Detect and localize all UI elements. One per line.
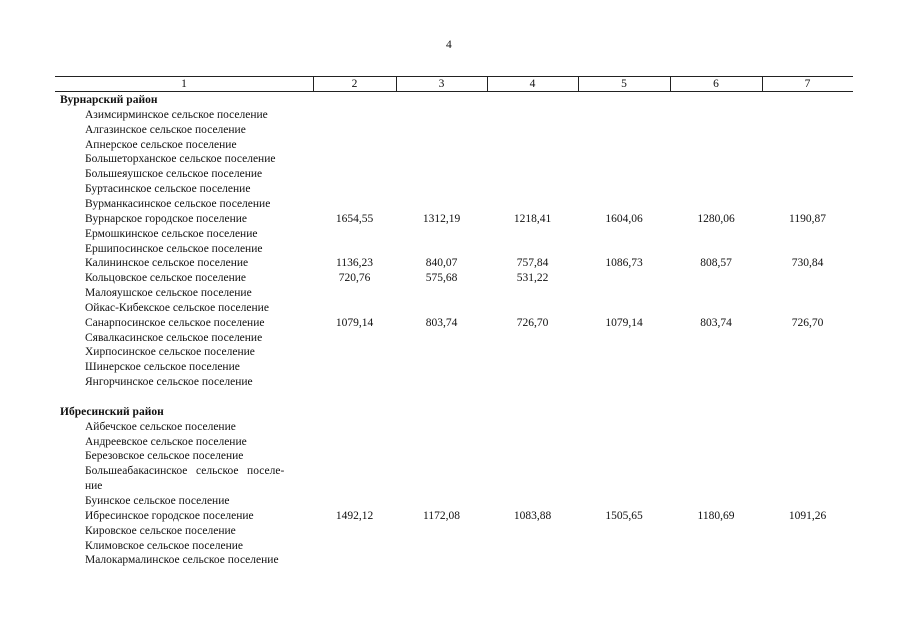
row-name: Апнерское сельское поселение — [85, 138, 237, 151]
row-name: Калининское сельское поселение — [85, 257, 249, 270]
cell-value: 726,70 — [516, 316, 549, 329]
row-name: Алгазинское сельское поселение — [85, 123, 246, 136]
row-name: Азимсирминское сельское поселение — [85, 108, 268, 121]
row-name: Буртасинское сельское поселение — [85, 183, 251, 196]
column-rule — [670, 76, 671, 91]
column-rule — [578, 76, 579, 91]
cell-value: 1190,87 — [789, 212, 826, 225]
row-name: Вурманкасинское сельское поселение — [85, 197, 271, 210]
row-name: Ершипосинское сельское поселение — [85, 242, 263, 255]
row-name: Айбечское сельское поселение — [85, 420, 236, 433]
cell-value: 1086,73 — [605, 257, 643, 270]
row-name: Вурнарское городское поселение — [85, 212, 247, 225]
cell-value: 803,74 — [700, 316, 732, 329]
header-cell: 3 — [438, 78, 445, 90]
header-cell: 4 — [529, 78, 536, 90]
cell-value: 531,22 — [516, 272, 549, 285]
cell-value: 1505,65 — [605, 509, 643, 522]
header-bottom-rule — [55, 91, 853, 92]
row-name: Шинерское сельское поселение — [85, 361, 240, 374]
row-name: Кировское сельское поселение — [85, 524, 236, 537]
cell-value: 1654,55 — [335, 212, 374, 225]
row-name: Санарпосинское сельское поселение — [85, 316, 265, 329]
row-name: Малояушское сельское поселение — [85, 287, 252, 300]
cell-value: 726,70 — [791, 316, 824, 329]
section-title: Ибресинский район — [60, 405, 164, 418]
section-title: Вурнарский район — [60, 94, 158, 106]
header-top-rule — [55, 76, 853, 77]
row-name: Ибресинское городское поселение — [85, 509, 254, 522]
cell-value: 1172,08 — [423, 509, 460, 522]
header-cell: 6 — [713, 78, 719, 90]
row-name: Ойкас-Кибекское сельское поселение — [85, 301, 269, 314]
page-number: 4 — [446, 39, 452, 51]
row-name: Ермошкинское сельское поселение — [85, 227, 258, 240]
header-cell: 5 — [621, 78, 627, 90]
cell-value: 1312,19 — [422, 212, 461, 225]
cell-value: 1492,12 — [335, 509, 374, 522]
row-name: Хирпосинское сельское поселение — [85, 346, 255, 359]
row-name: Климовское сельское поселение — [85, 539, 244, 552]
row-name: ние — [85, 480, 103, 493]
row-name: Буинское сельское поселение — [85, 494, 230, 507]
cell-value: 1280,06 — [697, 212, 735, 225]
row-name: Большеяушское сельское поселение — [85, 168, 263, 181]
cell-value: 1218,41 — [513, 212, 552, 225]
row-name: Сявалкасинское сельское поселение — [85, 331, 263, 344]
cell-value: 1136,23 — [336, 257, 373, 270]
cell-value: 730,84 — [791, 257, 824, 270]
cell-value: 1079,14 — [335, 316, 374, 329]
cell-value: 1079,14 — [605, 316, 643, 329]
cell-value: 720,76 — [338, 272, 371, 285]
cell-value: 575,68 — [425, 272, 458, 285]
row-name: Большеторханское сельское поселение — [85, 153, 276, 166]
header-cell: 7 — [804, 78, 811, 90]
cell-value: 1604,06 — [605, 212, 643, 225]
cell-value: 1083,88 — [513, 509, 552, 522]
cell-value: 808,57 — [700, 257, 732, 270]
row-name: Андреевское сельское поселение — [85, 435, 247, 448]
column-rule — [487, 76, 488, 91]
header-cell: 1 — [181, 78, 187, 90]
cell-value: 757,84 — [516, 257, 549, 270]
cell-value: 803,74 — [425, 316, 458, 329]
row-name: Березовское сельское поселение — [85, 450, 244, 463]
row-name: Большеабакасинское сельское поселе- — [85, 465, 285, 478]
cell-value: 1091,26 — [788, 509, 827, 522]
column-rule — [762, 76, 763, 91]
cell-value: 840,07 — [425, 257, 458, 270]
column-rule — [313, 76, 314, 91]
row-name: Кольцовское сельское поселение — [85, 272, 247, 285]
row-name: Янгорчинское сельское поселение — [85, 376, 253, 389]
column-rule — [396, 76, 397, 91]
cell-value: 1180,69 — [697, 509, 735, 522]
header-cell: 2 — [351, 78, 358, 90]
row-name: Малокармалинское сельское поселение — [85, 554, 279, 567]
